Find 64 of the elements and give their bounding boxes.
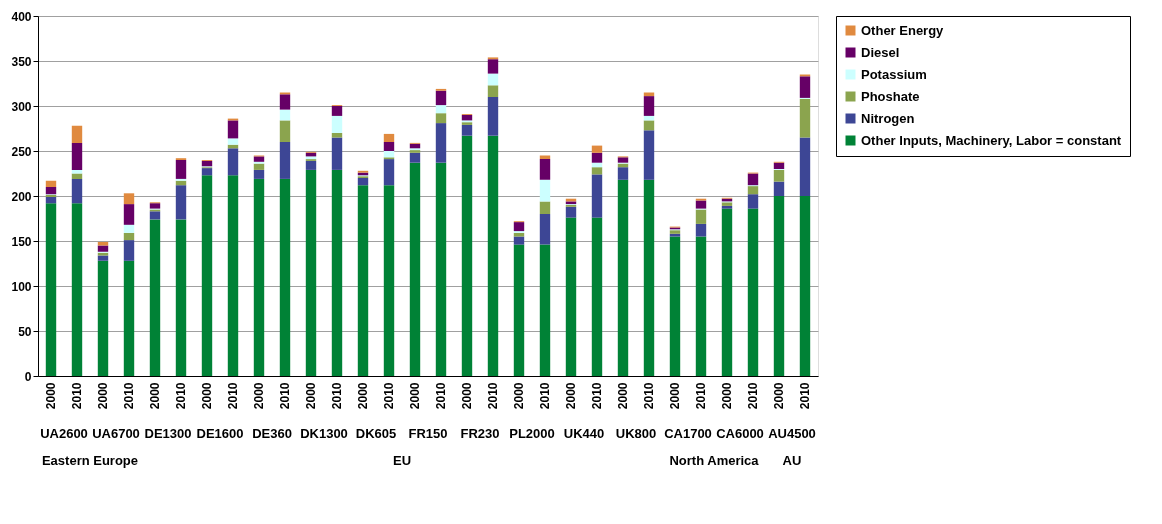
text: Eastern Europe	[41, 453, 139, 468]
x-tick-label: 2010	[70, 382, 84, 410]
text: DE1300	[144, 426, 192, 441]
text: DE1600	[196, 426, 244, 441]
y-tick-label: 350	[11, 54, 32, 69]
x-tick-label: 2010	[694, 382, 708, 410]
x-tick-label: 2000	[96, 382, 110, 410]
text: FR230	[460, 426, 500, 441]
x-tick-label: 2010	[486, 382, 500, 410]
x-tick-label: 2010	[174, 382, 188, 410]
text: DE360	[252, 426, 292, 441]
x-tick-label: 2000	[200, 382, 214, 410]
x-tick-label: 2010	[226, 382, 240, 410]
x-tick-label: 2000	[720, 382, 734, 410]
y-tick-label: 300	[11, 99, 32, 114]
x-tick-label: 2000	[668, 382, 682, 410]
legend-label: Phoshate	[861, 88, 920, 104]
text: CA6000	[716, 426, 764, 441]
x-tick-label: 2000	[44, 382, 58, 410]
x-tick-label: 2000	[252, 382, 266, 410]
x-tick-label: 2010	[590, 382, 604, 410]
text: UA6700	[92, 426, 140, 441]
legend-label: Diesel	[861, 44, 900, 60]
x-tick-label: 2000	[148, 382, 162, 410]
legend-label: Other Inputs, Machinery, Labor = constant	[861, 132, 1122, 148]
legend-label: Nitrogen	[861, 110, 915, 126]
legend-label: Potassium	[861, 66, 927, 82]
y-tick-label: 250	[11, 144, 32, 159]
text: DK605	[355, 426, 397, 441]
text: FR150	[408, 426, 448, 441]
y-tick-label: 200	[11, 189, 32, 204]
x-tick-label: 2010	[330, 382, 344, 410]
x-tick-label: 2010	[538, 382, 552, 410]
x-tick-label: 2010	[746, 382, 760, 410]
x-tick-label: 2010	[122, 382, 136, 410]
text: UA2600	[40, 426, 88, 441]
text: AU4500	[768, 426, 816, 441]
y-tick-label: 0	[24, 369, 32, 384]
y-tick-label: 100	[11, 279, 32, 294]
x-tick-label: 2000	[512, 382, 526, 410]
x-tick-label: 2000	[356, 382, 370, 410]
text: DK1300	[300, 426, 348, 441]
y-tick-label: 150	[11, 234, 32, 249]
text: EU	[392, 453, 412, 468]
x-tick-label: 2010	[278, 382, 292, 410]
x-tick-label: 2000	[564, 382, 578, 410]
text: PL2000	[509, 426, 555, 441]
x-tick-label: 2000	[616, 382, 630, 410]
x-tick-label: 2000	[408, 382, 422, 410]
legend-label: Other Energy	[861, 22, 945, 38]
x-tick-label: 2010	[642, 382, 656, 410]
text: CA1700	[664, 426, 712, 441]
text: UK800	[615, 426, 657, 441]
x-tick-label: 2000	[460, 382, 474, 410]
text: AU	[782, 453, 802, 468]
x-tick-label: 2010	[434, 382, 448, 410]
text: North America	[669, 453, 760, 468]
x-tick-label: 2010	[798, 382, 812, 410]
x-tick-label: 2000	[772, 382, 786, 410]
x-tick-label: 2010	[382, 382, 396, 410]
y-tick-label: 400	[11, 9, 32, 24]
text: UK440	[563, 426, 605, 441]
x-tick-label: 2000	[304, 382, 318, 410]
y-tick-label: 50	[18, 324, 32, 339]
